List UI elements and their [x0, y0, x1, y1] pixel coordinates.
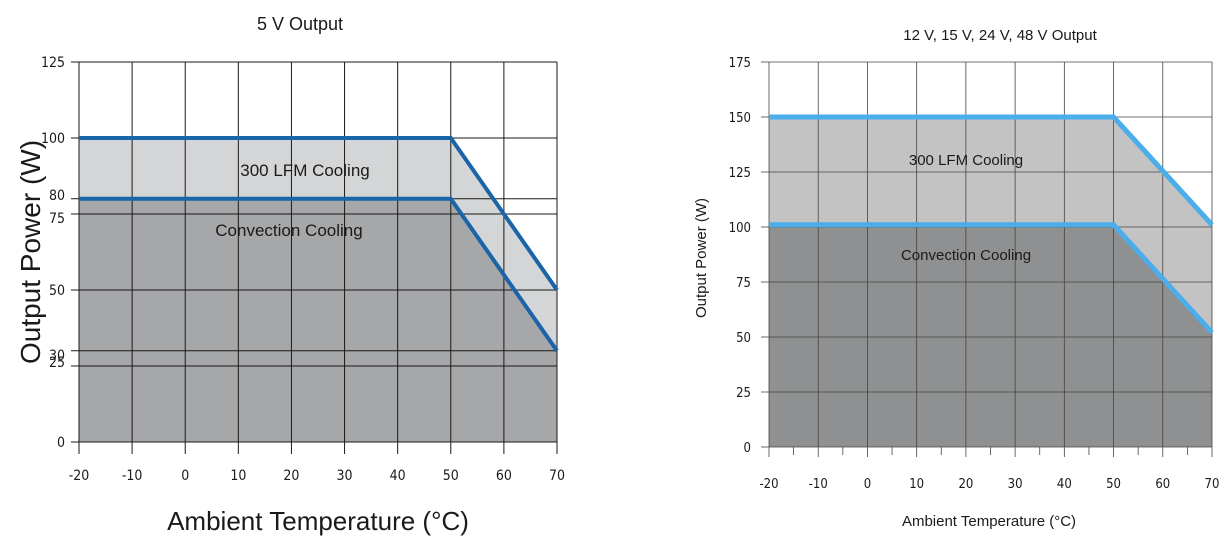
- y-tick-label: 25: [736, 386, 751, 401]
- series-label-convection: Convection Cooling: [215, 221, 362, 240]
- y-tick-label: 100: [729, 221, 751, 236]
- x-tick-label: 70: [1205, 477, 1220, 492]
- x-tick-label: 60: [496, 468, 512, 484]
- series-label-300-lfm: 300 LFM Cooling: [240, 161, 369, 180]
- x-tick-label: 20: [958, 477, 973, 492]
- y-tick-label: 125: [41, 55, 65, 71]
- area-fill-convection: [769, 224, 1212, 447]
- x-axis-label: Ambient Temperature (°C): [902, 513, 1076, 530]
- y-tick-label: 30: [49, 348, 65, 364]
- chart-title: 5 V Output: [257, 14, 343, 34]
- y-tick-label: 125: [729, 166, 751, 181]
- x-tick-label: 0: [181, 468, 189, 484]
- x-tick-label: 0: [864, 477, 871, 492]
- series-line-convection: [79, 196, 559, 352]
- x-tick-label: -10: [122, 468, 143, 484]
- y-axis-label: Output Power (W): [15, 140, 46, 364]
- y-tick-label: 50: [736, 331, 751, 346]
- y-tick-label: 75: [736, 276, 751, 291]
- series-line-300-lfm: [79, 136, 559, 292]
- x-tick-label: -10: [809, 477, 828, 492]
- x-tick-label: 70: [549, 468, 565, 484]
- x-tick-label: -20: [69, 468, 90, 484]
- y-tick-label: 175: [729, 56, 751, 71]
- y-tick-label: 80: [49, 188, 65, 204]
- x-tick-label: 30: [337, 468, 353, 484]
- y-tick-label: 0: [744, 441, 751, 456]
- x-tick-label: 10: [909, 477, 924, 492]
- y-tick-label: 100: [41, 131, 65, 147]
- x-tick-label: 40: [390, 468, 406, 484]
- series-label-convection: Convection Cooling: [901, 247, 1031, 264]
- y-tick-label: 150: [729, 111, 751, 126]
- series-line-convection: [769, 222, 1214, 335]
- y-tick-label: 50: [49, 283, 65, 299]
- chart-title: 12 V, 15 V, 24 V, 48 V Output: [903, 27, 1097, 44]
- y-tick-label: 0: [57, 435, 65, 451]
- x-tick-label: 50: [1106, 477, 1121, 492]
- chart-12-15-24-48v-output: -20 -10 0 10 20 30 40 50 60 70 0 25 50 75 100 125 150 175…: [693, 27, 1219, 530]
- series-line-300-lfm: [769, 114, 1214, 227]
- series-label-300-lfm: 300 LFM Cooling: [909, 152, 1023, 169]
- x-tick-label: 40: [1057, 477, 1072, 492]
- x-tick-label: -20: [759, 477, 778, 492]
- area-fill-convection: [79, 198, 557, 442]
- x-tick-label: 30: [1008, 477, 1023, 492]
- x-tick-label: 20: [283, 468, 299, 484]
- x-axis-label: Ambient Temperature (°C): [167, 506, 469, 536]
- x-tick-label: 10: [230, 468, 246, 484]
- chart-5v-output: -20 -10 0 10 20 30 40 50 60 70025305075801001255 …: [15, 14, 565, 536]
- y-axis-label: Output Power (W): [693, 198, 710, 318]
- y-tick-label: 75: [49, 211, 65, 227]
- x-tick-label: 50: [443, 468, 459, 484]
- x-tick-label: 60: [1155, 477, 1170, 492]
- y-tick-label: 25: [49, 355, 65, 371]
